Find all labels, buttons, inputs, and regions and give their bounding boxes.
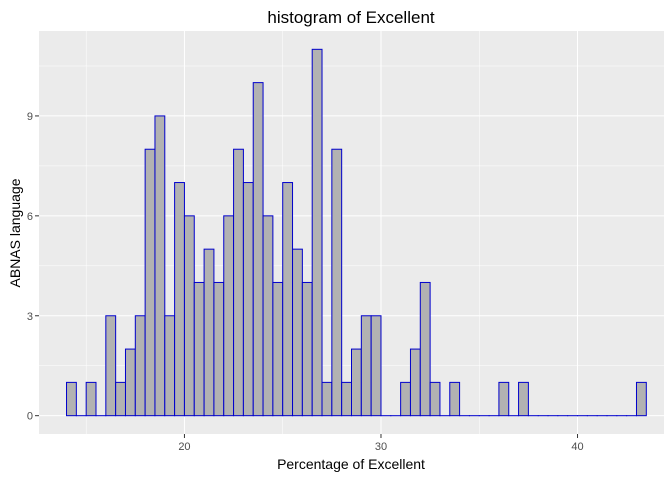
- histogram-bar: [282, 182, 294, 417]
- histogram-bar: [124, 348, 136, 417]
- histogram-bar: [154, 115, 166, 417]
- x-axis-ticks: 20 30 40: [178, 434, 584, 453]
- y-tick-label: 9: [27, 111, 33, 123]
- histogram-bar: [321, 381, 333, 417]
- histogram-bar: [174, 182, 185, 417]
- y-tick-label: 0: [27, 411, 33, 423]
- histogram-bar: [262, 215, 274, 417]
- histogram-bar: [301, 281, 313, 417]
- histogram-bar: [419, 281, 431, 417]
- x-tick-label: 40: [571, 441, 583, 453]
- histogram-bar: [311, 48, 323, 417]
- histogram-bar: [183, 215, 195, 417]
- histogram-bar: [223, 215, 235, 417]
- histogram-bar: [213, 281, 225, 417]
- histogram-bar: [134, 315, 146, 417]
- histogram-bar: [635, 381, 647, 417]
- histogram-bar: [341, 381, 352, 417]
- y-tick-label: 6: [27, 211, 33, 223]
- histogram-bar: [272, 281, 284, 417]
- histogram-bar: [105, 315, 117, 417]
- chart-title: histogram of Excellent: [267, 8, 435, 27]
- y-axis-ticks: 0 3 6 9: [27, 111, 39, 423]
- histogram-bar: [331, 148, 343, 417]
- histogram-bar: [370, 315, 382, 417]
- histogram-bar: [409, 348, 421, 417]
- x-tick-label: 20: [178, 441, 190, 453]
- histogram-bar: [193, 281, 205, 417]
- histogram-bar: [252, 82, 264, 417]
- histogram-bar: [498, 381, 510, 417]
- x-axis-title: Percentage of Excellent: [277, 456, 425, 472]
- histogram-bar: [292, 248, 303, 417]
- histogram-bar: [429, 381, 441, 417]
- histogram-bar: [518, 381, 529, 417]
- x-tick-label: 30: [375, 441, 387, 453]
- y-axis-title: ABNAS language: [7, 178, 23, 287]
- histogram-bar: [115, 381, 126, 417]
- histogram-bar: [400, 381, 411, 417]
- histogram-bar: [449, 381, 461, 417]
- histogram-bar: [144, 148, 156, 417]
- histogram-bar: [203, 248, 215, 417]
- histogram-bar: [66, 381, 77, 417]
- histogram-bar: [351, 348, 362, 417]
- histogram-bar: [233, 148, 244, 417]
- histogram-bar: [85, 381, 97, 417]
- histogram-bar: [360, 315, 372, 417]
- histogram-bars: [66, 48, 647, 417]
- histogram-bar: [164, 315, 176, 417]
- y-tick-label: 3: [27, 311, 33, 323]
- histogram-bar: [242, 182, 254, 417]
